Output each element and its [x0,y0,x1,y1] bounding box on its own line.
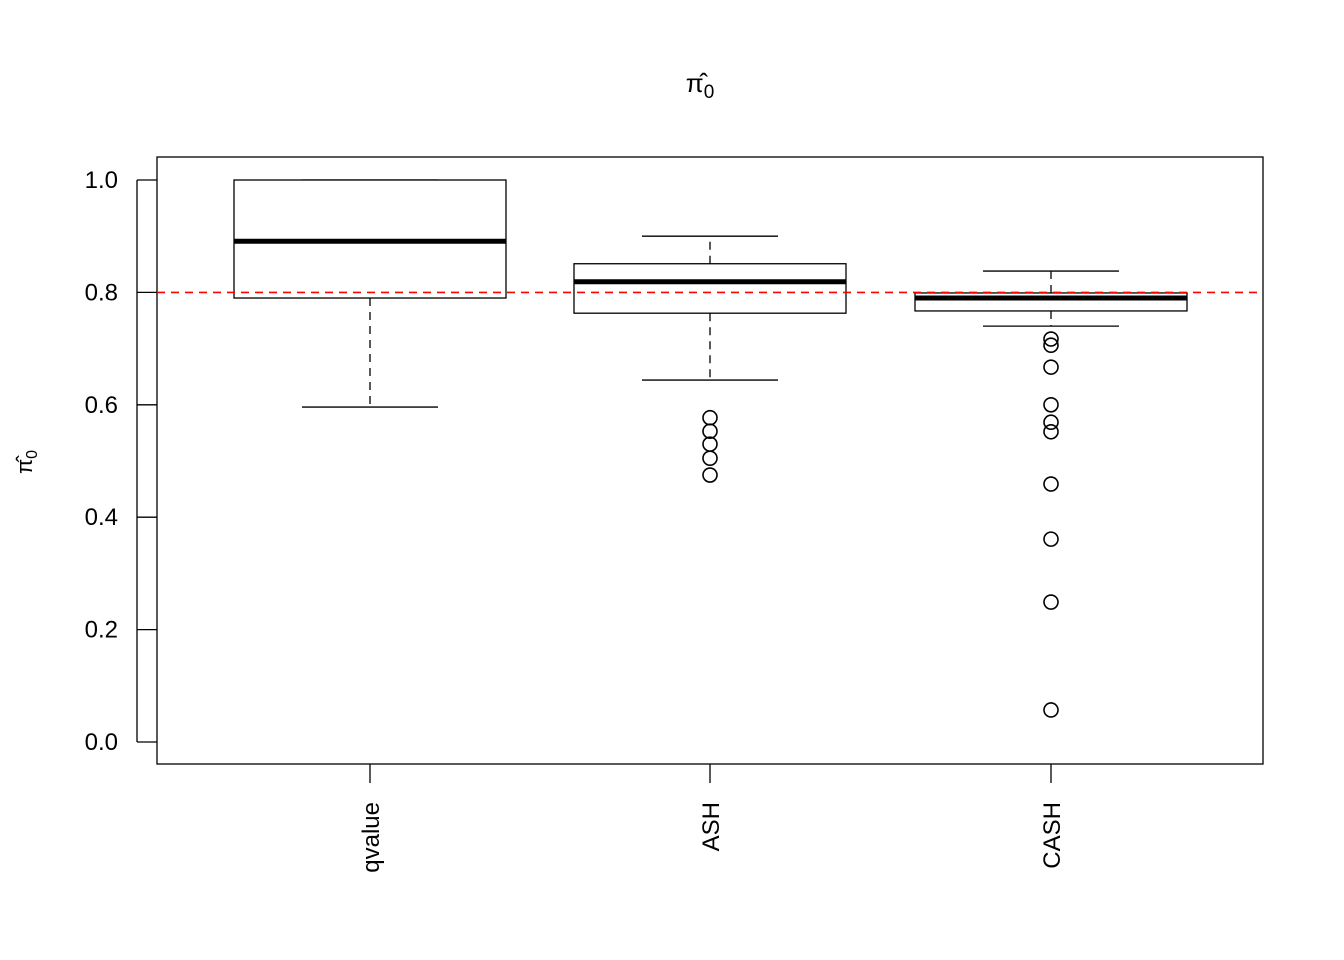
y-tick-label: 0.2 [85,617,118,644]
outlier-point [702,450,718,466]
y-tick-label: 1.0 [85,167,118,194]
x-tick-label: ASH [698,802,725,851]
chart-title: π̂0 [686,68,715,103]
y-tick-label: 0.8 [85,279,118,306]
outlier-point [1043,337,1059,354]
outlier-point [1043,331,1059,347]
outlier-point [1043,702,1059,718]
y-tick-label: 0.6 [85,392,118,419]
outlier-point [702,423,718,440]
outlier-point [702,436,718,452]
outlier-point [1043,531,1059,547]
outlier-point [1043,359,1059,375]
y-tick-label: 0.0 [85,729,118,756]
outlier-point [702,409,718,426]
y-axis-label: π̂0 [12,450,41,474]
outlier-point [1043,594,1059,610]
outlier-point [1043,396,1059,413]
y-tick-label: 0.4 [85,504,118,531]
x-tick-label: qvalue [358,802,385,873]
outlier-point [1043,423,1059,440]
x-tick-label: CASH [1039,802,1066,869]
outlier-point [1043,476,1059,492]
outlier-point [1043,414,1059,431]
box-ASH [573,263,847,314]
outlier-point [702,467,718,483]
